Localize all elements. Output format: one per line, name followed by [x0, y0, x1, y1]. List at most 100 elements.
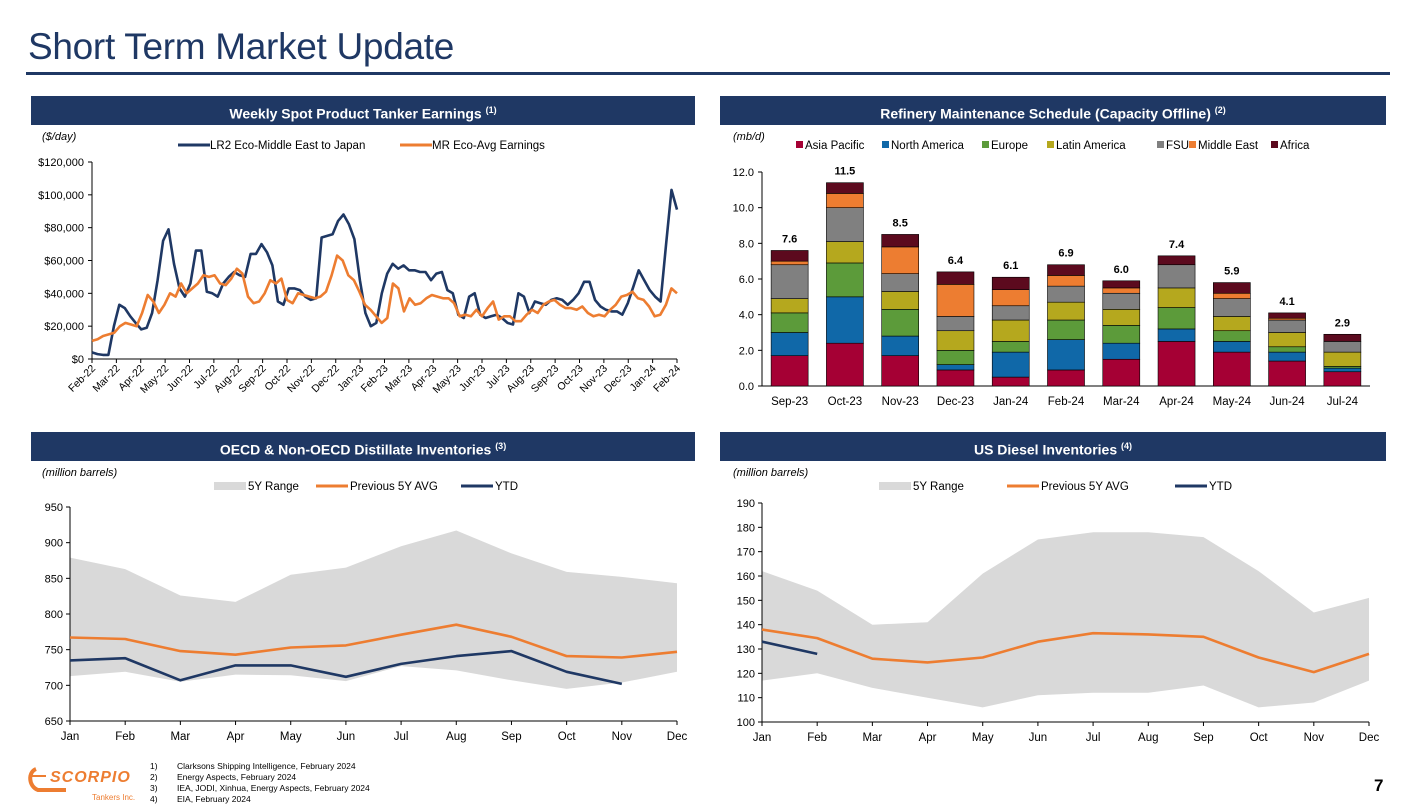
legend-label: Africa: [1280, 140, 1310, 152]
footnote-text: Clarksons Shipping Intelligence, Februar…: [177, 761, 356, 771]
legend-label: Europe: [991, 140, 1028, 152]
legend-swatch: [1189, 141, 1196, 148]
x-tick-label: Dec-23: [937, 396, 974, 408]
y-tick-label: 850: [45, 573, 63, 585]
x-tick-label: Jan: [753, 732, 772, 744]
x-tick-label: Dec: [667, 731, 688, 743]
y-tick-label: 650: [45, 716, 63, 728]
y-tick-label: $80,000: [44, 223, 84, 235]
panel-note-tanker: (1): [485, 105, 497, 115]
legend-label: 5Y Range: [913, 481, 964, 493]
bar-segment: [1213, 330, 1251, 342]
bar-segment: [826, 262, 864, 298]
bar-segment: [881, 246, 919, 274]
x-tick-label: Sep-22: [236, 363, 269, 396]
x-tick-label: Jan-24: [993, 396, 1029, 408]
y-tick-label: 150: [737, 595, 755, 607]
legend-swatch: [1157, 141, 1164, 148]
x-tick-label: Jun-24: [1270, 396, 1306, 408]
y-tick-label: 160: [737, 571, 755, 583]
x-tick-label: Sep: [1193, 732, 1213, 744]
legend-label: Asia Pacific: [805, 140, 865, 152]
x-tick-label: Aug: [1138, 732, 1158, 744]
bar-total-label: 6.4: [948, 255, 964, 267]
bar-segment: [936, 316, 975, 332]
x-tick-label: Oct: [1250, 732, 1269, 744]
y-tick-label: 700: [45, 680, 63, 692]
y-tick-label: 8.0: [739, 238, 754, 250]
footnote-number: 1): [150, 761, 158, 771]
x-tick-label: Aug: [446, 731, 466, 743]
unit-label-usdiesel: (million barrels): [733, 467, 809, 479]
panel-note-refinery: (2): [1214, 105, 1226, 115]
footnotes: 1) Clarksons Shipping Intelligence, Febru…: [150, 761, 370, 805]
bar-segment: [1323, 333, 1362, 342]
chart-oecd: 650 700 750 800 850 900 950 Jan Feb Mar Apr May Jun J…: [45, 481, 688, 743]
bar-segment: [881, 335, 919, 356]
x-tick-label: May: [972, 732, 994, 744]
bar-total-label: 4.1: [1279, 296, 1294, 308]
bar-total-label: 8.5: [893, 217, 908, 229]
bar-segment: [881, 291, 919, 310]
x-tick-label: Sep-23: [529, 363, 562, 396]
y-tick-label: 6.0: [739, 274, 754, 286]
bar-segment: [1102, 280, 1141, 289]
footnote: 1) Clarksons Shipping Intelligence, Febru…: [150, 761, 370, 772]
x-tick-label: Sep: [501, 731, 521, 743]
panel-title-oecd: OECD & Non-OECD Distillate Inventories: [219, 441, 492, 458]
bar-segment: [770, 332, 809, 356]
bar-total-label: 2.9: [1335, 317, 1350, 329]
footnote: 4) EIA, February 2024: [150, 794, 370, 805]
page-number: 7: [1374, 776, 1384, 795]
bar-total-label: 7.4: [1169, 239, 1185, 251]
bar-segment: [826, 342, 864, 387]
logo-subtext: Tankers Inc.: [92, 793, 135, 802]
bar-segment: [826, 296, 864, 344]
bar-segment: [991, 376, 1030, 387]
bar-segment: [1102, 287, 1141, 294]
chart-refinery: 0.0 2.0 4.0 6.0 8.0 10.0 12.0 7.6 Sep-23 11.5 Oct-…: [733, 140, 1370, 408]
y-tick-label: 800: [45, 609, 63, 621]
legend-label: Latin America: [1056, 140, 1126, 152]
x-tick-label: Mar: [862, 732, 882, 744]
title-rule: [26, 72, 1390, 75]
bar-segment: [1047, 264, 1085, 276]
bar-segment: [1213, 292, 1251, 299]
bar-segment: [1323, 341, 1362, 353]
x-tick-label: May: [280, 731, 302, 743]
legend-label: 5Y Range: [248, 481, 299, 493]
bar-total-label: 11.5: [835, 166, 856, 178]
bar-segment: [770, 298, 809, 314]
bar-segment: [826, 193, 864, 208]
series-line-ytd: [69, 649, 623, 686]
bar-segment: [991, 276, 1030, 290]
y-tick-label: 130: [737, 644, 755, 656]
bar-segment: [991, 341, 1030, 353]
x-tick-label: Jun: [1029, 732, 1048, 744]
bar-segment: [1268, 346, 1306, 353]
bar-segment: [1157, 264, 1196, 289]
series-line-mr: [91, 254, 678, 343]
x-tick-label: Nov: [612, 731, 633, 743]
bar-segment: [936, 271, 975, 285]
bar-segment: [936, 364, 975, 371]
x-tick-label: Jul-24: [1327, 396, 1359, 408]
bar-segment: [770, 250, 809, 262]
legend-swatch: [1271, 141, 1278, 148]
bar-segment: [991, 305, 1030, 321]
x-tick-label: Feb-24: [651, 363, 683, 395]
unit-label-oecd: (million barrels): [42, 467, 118, 479]
range-area-5y: [762, 532, 1369, 708]
y-tick-label: 120: [737, 668, 755, 680]
legend-swatch: [879, 482, 911, 490]
bar-segment: [1213, 316, 1251, 332]
bar-segment: [1213, 351, 1251, 387]
bar-segment: [1047, 319, 1085, 340]
series-line-ytd: [761, 640, 818, 656]
bar-segment: [1047, 275, 1085, 287]
legend-label: YTD: [495, 481, 518, 493]
series-line-5y-avg: [761, 628, 1370, 674]
bar-segment: [1268, 360, 1306, 387]
legend-label: YTD: [1209, 481, 1232, 493]
x-tick-label: Dec-23: [602, 363, 635, 396]
